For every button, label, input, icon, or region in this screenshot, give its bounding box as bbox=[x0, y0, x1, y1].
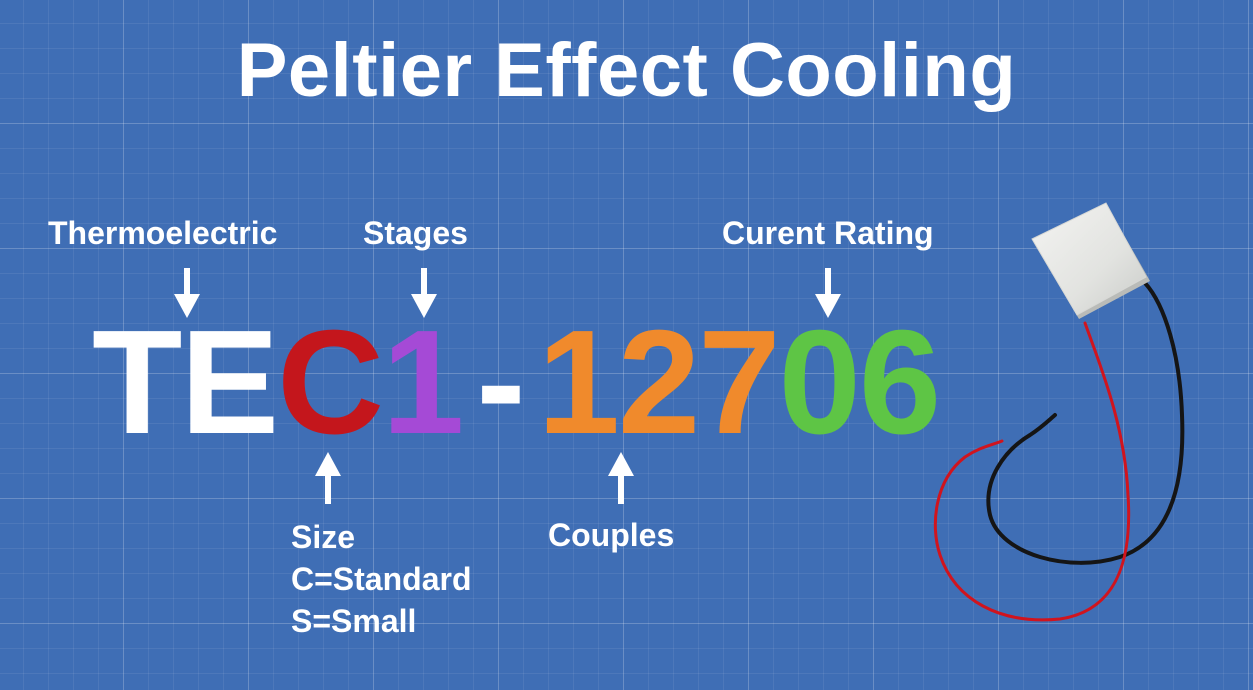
arrow-down-icon bbox=[174, 268, 200, 318]
size-small: S=Small bbox=[291, 603, 417, 639]
part-number-char: 1 bbox=[382, 300, 464, 465]
peltier-module-icon bbox=[933, 202, 1185, 622]
part-number-char: 0 bbox=[778, 300, 861, 465]
current-rating-label: Curent Rating bbox=[722, 215, 934, 251]
part-number-char: 1 bbox=[537, 300, 620, 465]
part-number-char: 2 bbox=[617, 300, 700, 465]
part-number-char: E bbox=[180, 300, 279, 465]
part-number-char: 6 bbox=[858, 300, 941, 465]
thermoelectric-label: Thermoelectric bbox=[48, 215, 278, 251]
size-legend: Size C=Standard S=Small bbox=[291, 516, 471, 642]
size-heading: Size bbox=[291, 519, 356, 555]
size-standard: C=Standard bbox=[291, 561, 472, 597]
arrow-up-icon bbox=[315, 452, 341, 504]
part-number-char: C bbox=[277, 300, 384, 465]
part-number-char: 7 bbox=[698, 300, 780, 465]
part-number: TEC1-12706 bbox=[92, 300, 941, 465]
arrow-down-icon bbox=[411, 268, 437, 318]
stages-label: Stages bbox=[363, 215, 468, 251]
arrow-up-icon bbox=[608, 452, 634, 504]
couples-label: Couples bbox=[548, 517, 675, 553]
part-number-char: T bbox=[92, 300, 182, 465]
page-title: Peltier Effect Cooling bbox=[236, 28, 1017, 113]
arrow-down-icon bbox=[815, 268, 841, 318]
part-number-char: - bbox=[476, 300, 525, 465]
